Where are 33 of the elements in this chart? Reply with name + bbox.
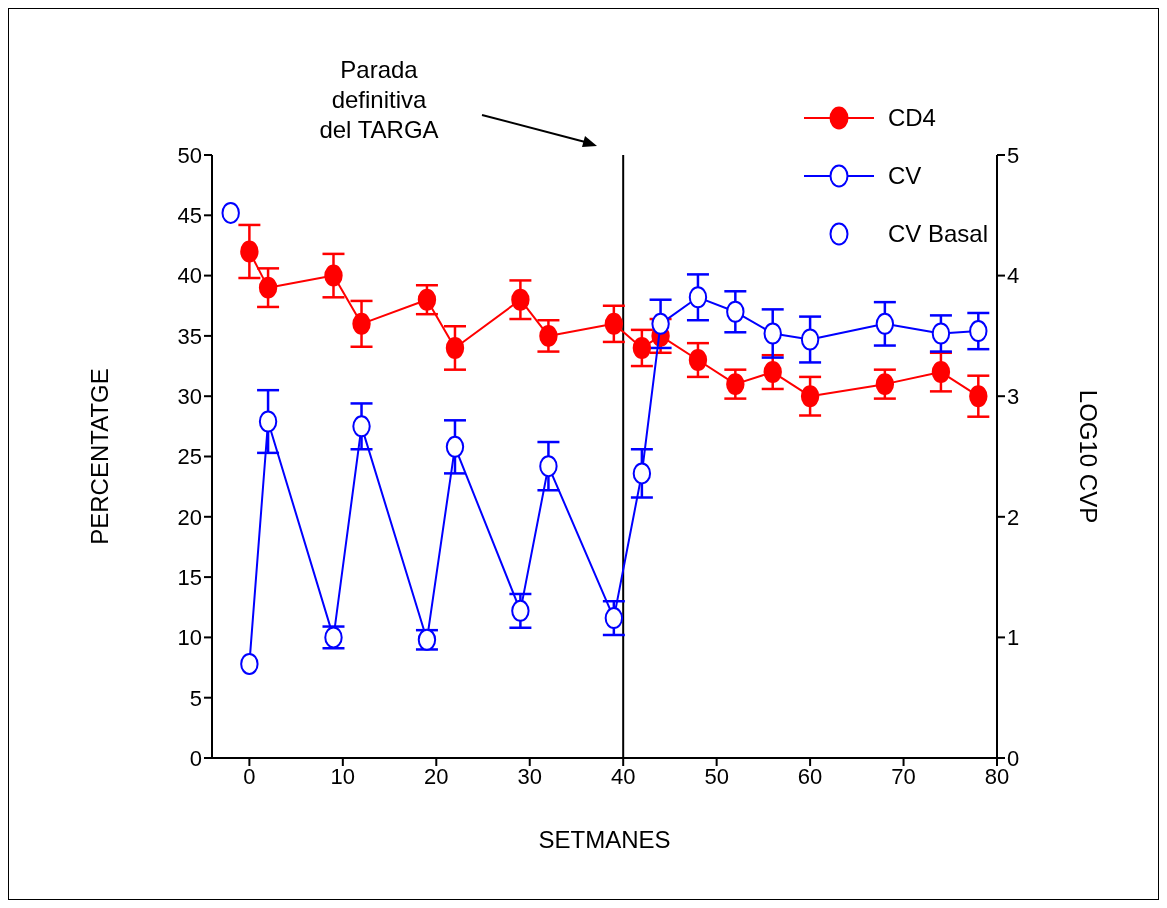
x-tick-label: 20 <box>424 763 449 789</box>
y2-tick-label: 5 <box>1007 142 1020 168</box>
y2-tick-label: 2 <box>1007 504 1020 530</box>
x-tick-label: 60 <box>797 763 823 789</box>
y-axis-title: PERCENTATGE <box>85 368 113 545</box>
y2-tick-label: 3 <box>1007 384 1020 410</box>
legend-label: CV Basal <box>887 220 988 248</box>
x-tick-label: 10 <box>330 763 356 789</box>
y-tick-label: 0 <box>189 745 202 771</box>
y-tick-label: 50 <box>177 142 202 168</box>
y2-tick-label: 4 <box>1007 263 1020 289</box>
x-tick-label: 50 <box>704 763 729 789</box>
y-tick-label: 5 <box>189 685 202 711</box>
x-tick-label: 30 <box>517 763 542 789</box>
y2-tick-label: 0 <box>1007 745 1020 771</box>
x-tick-label: 40 <box>610 763 636 789</box>
y2-axis-title: LOG10 CVP <box>1075 389 1103 524</box>
y-tick-label: 25 <box>177 444 202 470</box>
y-tick-label: 35 <box>177 323 202 349</box>
y-tick-label: 15 <box>177 564 202 590</box>
legend-label: CD4 <box>887 104 936 132</box>
y-tick-label: 20 <box>177 504 202 530</box>
y-tick-label: 45 <box>177 203 202 229</box>
y-tick-label: 10 <box>177 625 202 651</box>
x-tick-label: 80 <box>984 763 1010 789</box>
y-tick-label: 40 <box>177 263 202 289</box>
x-tick-label: 0 <box>243 763 256 789</box>
y-tick-label: 30 <box>177 384 202 410</box>
y2-tick-label: 1 <box>1007 625 1020 651</box>
x-axis-title: SETMANES <box>538 826 671 853</box>
x-tick-label: 70 <box>891 763 916 789</box>
legend-label: CV <box>887 162 922 190</box>
text: Parada definitiva del TARGA <box>318 55 440 145</box>
